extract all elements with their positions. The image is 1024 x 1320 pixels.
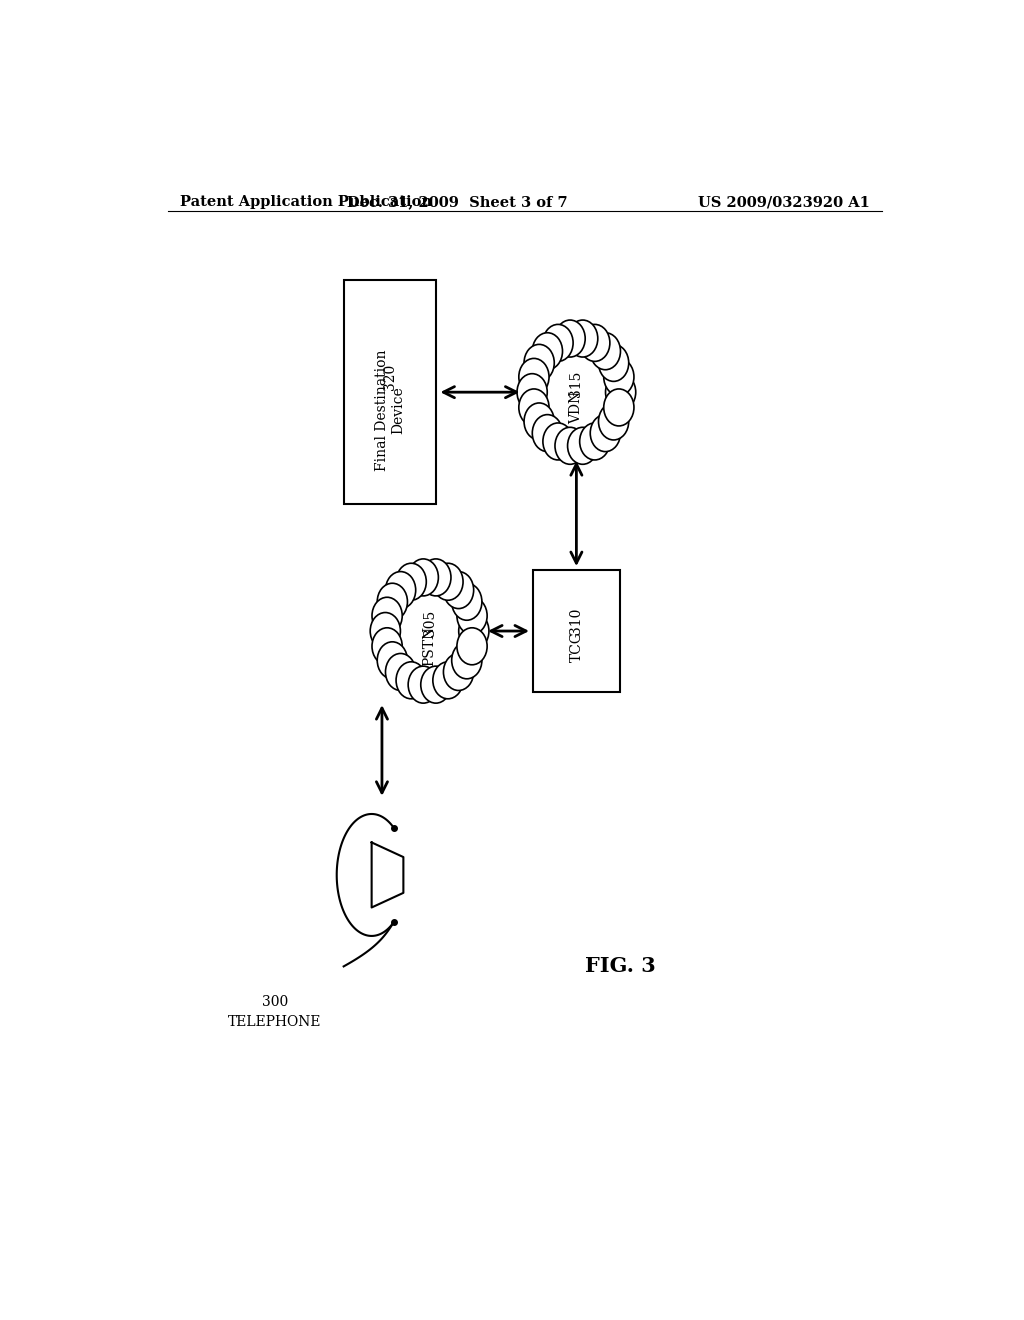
Ellipse shape xyxy=(567,428,598,465)
Ellipse shape xyxy=(433,661,463,698)
Ellipse shape xyxy=(443,572,474,609)
Ellipse shape xyxy=(377,642,408,678)
Ellipse shape xyxy=(519,389,549,426)
Polygon shape xyxy=(372,842,403,907)
Ellipse shape xyxy=(519,359,549,396)
Ellipse shape xyxy=(598,403,629,440)
Text: FIG. 3: FIG. 3 xyxy=(585,957,655,977)
Text: 320: 320 xyxy=(383,364,397,389)
Ellipse shape xyxy=(385,653,416,690)
Ellipse shape xyxy=(530,337,623,449)
Bar xyxy=(532,570,620,692)
Ellipse shape xyxy=(604,359,634,396)
Text: Dec. 31, 2009  Sheet 3 of 7: Dec. 31, 2009 Sheet 3 of 7 xyxy=(347,195,567,209)
Ellipse shape xyxy=(457,597,487,635)
Ellipse shape xyxy=(590,414,621,451)
Ellipse shape xyxy=(421,558,451,595)
Ellipse shape xyxy=(532,333,562,370)
Ellipse shape xyxy=(372,628,402,665)
Ellipse shape xyxy=(580,325,610,362)
Bar xyxy=(344,280,435,504)
Text: Final Destination
Device: Final Destination Device xyxy=(375,350,404,471)
Ellipse shape xyxy=(567,319,598,356)
Ellipse shape xyxy=(543,422,573,459)
Ellipse shape xyxy=(377,583,408,620)
Text: 315: 315 xyxy=(569,371,584,397)
Ellipse shape xyxy=(452,583,482,620)
Ellipse shape xyxy=(396,661,426,698)
Ellipse shape xyxy=(543,325,573,362)
Ellipse shape xyxy=(459,612,488,649)
Ellipse shape xyxy=(555,428,585,465)
Text: VDN: VDN xyxy=(569,391,584,424)
Ellipse shape xyxy=(580,422,610,459)
Text: TCG: TCG xyxy=(569,631,584,661)
Ellipse shape xyxy=(524,403,554,440)
Ellipse shape xyxy=(605,374,636,411)
Ellipse shape xyxy=(409,667,438,704)
Ellipse shape xyxy=(371,612,400,649)
Ellipse shape xyxy=(433,564,463,601)
Ellipse shape xyxy=(421,667,451,704)
Ellipse shape xyxy=(385,572,416,609)
Ellipse shape xyxy=(598,345,629,381)
Ellipse shape xyxy=(604,389,634,426)
Ellipse shape xyxy=(457,628,487,665)
Ellipse shape xyxy=(555,319,585,356)
Ellipse shape xyxy=(443,653,474,690)
Ellipse shape xyxy=(409,558,438,595)
Text: 310: 310 xyxy=(569,607,584,634)
Ellipse shape xyxy=(452,642,482,678)
Text: 300: 300 xyxy=(262,995,288,1008)
Text: US 2009/0323920 A1: US 2009/0323920 A1 xyxy=(698,195,870,209)
Text: 305: 305 xyxy=(423,610,436,636)
Ellipse shape xyxy=(590,333,621,370)
Ellipse shape xyxy=(384,576,475,688)
Ellipse shape xyxy=(372,597,402,635)
Ellipse shape xyxy=(532,414,562,451)
Ellipse shape xyxy=(517,374,547,411)
Ellipse shape xyxy=(396,564,426,601)
Text: Patent Application Publication: Patent Application Publication xyxy=(179,195,431,209)
Ellipse shape xyxy=(524,345,554,381)
Text: PSTN: PSTN xyxy=(423,626,436,667)
Text: TELEPHONE: TELEPHONE xyxy=(228,1015,322,1030)
